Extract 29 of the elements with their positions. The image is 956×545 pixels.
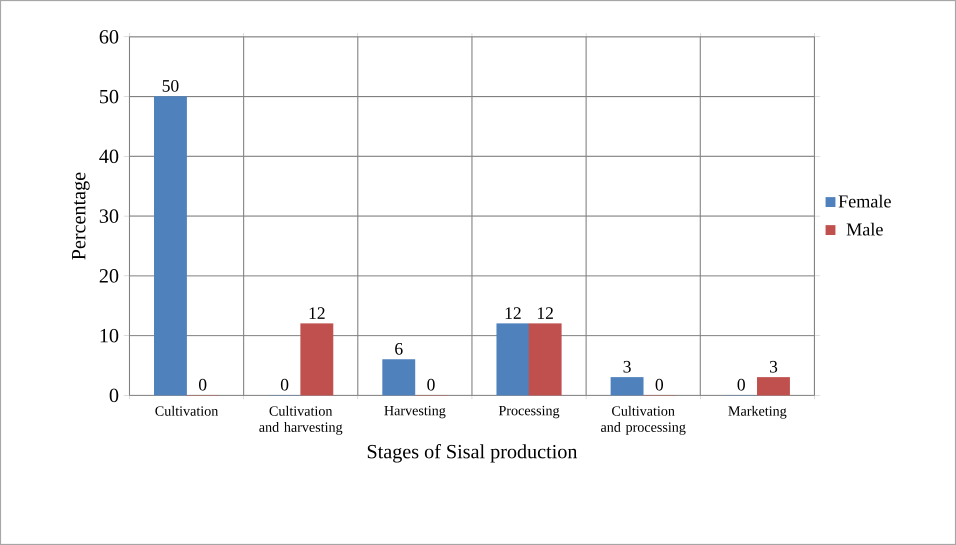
- legend-label: Male: [846, 222, 883, 236]
- data-label: 6: [395, 342, 403, 355]
- x-tick-label: Harvesting: [384, 406, 446, 418]
- data-label: 12: [538, 307, 553, 319]
- data-label: 12: [506, 307, 521, 319]
- y-tick-label: 30: [100, 209, 118, 223]
- x-axis-title: Stages of Sisal production: [368, 444, 578, 463]
- x-tick-label: Marketing: [728, 406, 786, 419]
- x-tick-label: Cultivation and harvesting: [259, 406, 342, 435]
- data-label: 0: [427, 378, 435, 391]
- data-label: 50: [162, 80, 179, 92]
- y-tick-label: 20: [100, 269, 118, 283]
- y-tick-label: 50: [100, 90, 118, 104]
- y-tick-label: 40: [99, 150, 118, 164]
- x-tick-label: Cultivation and processing: [601, 406, 686, 435]
- data-label: 0: [656, 378, 664, 391]
- legend-label: Female: [838, 194, 891, 208]
- x-tick-label: Processing: [498, 406, 560, 418]
- data-label: 3: [624, 360, 631, 373]
- y-tick-label: 0: [110, 388, 118, 402]
- y-tick-label: 60: [100, 30, 118, 44]
- data-label: 0: [738, 378, 745, 391]
- y-tick-label: 10: [100, 328, 118, 342]
- x-tick-label: Cultivation: [155, 406, 218, 416]
- data-label: 0: [198, 378, 206, 391]
- data-label: 0: [280, 378, 288, 391]
- data-label: 12: [310, 307, 325, 319]
- data-label: 3: [770, 360, 778, 373]
- y-axis-title: Percentage: [72, 172, 90, 260]
